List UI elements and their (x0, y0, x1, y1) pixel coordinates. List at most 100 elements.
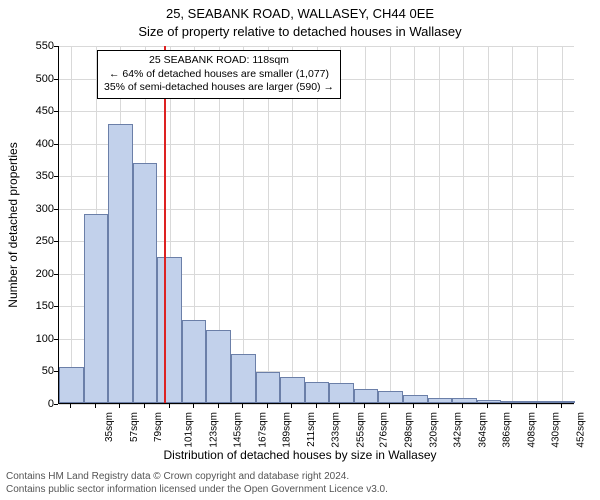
histogram-bar (452, 398, 477, 403)
ytick-label: 400 (14, 138, 54, 150)
ytick-label: 250 (14, 235, 54, 247)
gridline-v (268, 46, 269, 403)
x-axis-label: Distribution of detached houses by size … (0, 448, 600, 462)
xtick-label: 57sqm (129, 412, 140, 442)
ytick-mark (54, 241, 58, 242)
ytick-label: 500 (14, 73, 54, 85)
title-sub: Size of property relative to detached ho… (0, 24, 600, 39)
histogram-bar (133, 163, 158, 403)
ytick-mark (54, 404, 58, 405)
xtick-label: 189sqm (282, 412, 293, 448)
xtick-mark (389, 404, 390, 408)
histogram-bar (354, 389, 379, 403)
histogram-bar (428, 398, 453, 403)
gridline-v (512, 46, 513, 403)
gridline-v (390, 46, 391, 403)
ytick-mark (54, 306, 58, 307)
ytick-label: 550 (14, 40, 54, 52)
xtick-mark (413, 404, 414, 408)
xtick-label: 167sqm (257, 412, 268, 448)
histogram-bar (378, 391, 403, 403)
xtick-label: 408sqm (526, 412, 537, 448)
ytick-label: 50 (14, 365, 54, 377)
xtick-mark (487, 404, 488, 408)
chart-container: 25, SEABANK ROAD, WALLASEY, CH44 0EE Siz… (0, 0, 600, 500)
histogram-bar (59, 367, 84, 403)
xtick-mark (536, 404, 537, 408)
histogram-bar (231, 354, 256, 403)
histogram-bar (157, 257, 182, 403)
footer-attribution: Contains HM Land Registry data © Crown c… (6, 471, 594, 496)
xtick-mark (511, 404, 512, 408)
histogram-bar (403, 395, 428, 403)
xtick-label: 452sqm (576, 412, 587, 448)
gridline-v (71, 46, 72, 403)
xtick-label: 233sqm (331, 412, 342, 448)
ytick-mark (54, 79, 58, 80)
xtick-mark (561, 404, 562, 408)
xtick-mark (339, 404, 340, 408)
histogram-bar (108, 124, 133, 403)
xtick-label: 101sqm (184, 412, 195, 448)
xtick-mark (438, 404, 439, 408)
gridline-v (365, 46, 366, 403)
ytick-mark (54, 339, 58, 340)
y-axis-label: Number of detached properties (6, 142, 20, 307)
gridline-v (340, 46, 341, 403)
ytick-label: 150 (14, 300, 54, 312)
gridline-v (488, 46, 489, 403)
histogram-bar (280, 377, 305, 403)
footer-line1: Contains HM Land Registry data © Crown c… (6, 471, 594, 484)
xtick-label: 123sqm (208, 412, 219, 448)
xtick-mark (119, 404, 120, 408)
annotation-line1: 25 SEABANK ROAD: 118sqm (104, 54, 334, 68)
gridline-v (537, 46, 538, 403)
gridline-v (317, 46, 318, 403)
xtick-label: 386sqm (502, 412, 513, 448)
ytick-label: 200 (14, 268, 54, 280)
xtick-label: 255sqm (356, 412, 367, 448)
xtick-mark (267, 404, 268, 408)
ytick-mark (54, 144, 58, 145)
histogram-bar (256, 372, 281, 403)
xtick-label: 342sqm (453, 412, 464, 448)
ytick-mark (54, 209, 58, 210)
xtick-label: 298sqm (404, 412, 415, 448)
xtick-mark (218, 404, 219, 408)
xtick-mark (144, 404, 145, 408)
histogram-bar (305, 382, 330, 403)
xtick-label: 211sqm (306, 412, 317, 447)
xtick-label: 430sqm (551, 412, 562, 448)
gridline-v (439, 46, 440, 403)
footer-line2: Contains public sector information licen… (6, 484, 594, 497)
gridline-v (414, 46, 415, 403)
xtick-mark (291, 404, 292, 408)
ytick-label: 450 (14, 105, 54, 117)
xtick-mark (462, 404, 463, 408)
xtick-label: 276sqm (379, 412, 390, 448)
histogram-bar (526, 401, 551, 403)
xtick-mark (316, 404, 317, 408)
ytick-mark (54, 176, 58, 177)
gridline-v (562, 46, 563, 403)
ytick-mark (54, 111, 58, 112)
annotation-line2: ← 64% of detached houses are smaller (1,… (104, 68, 334, 82)
xtick-label: 79sqm (153, 412, 164, 442)
ytick-mark (54, 46, 58, 47)
ytick-label: 100 (14, 333, 54, 345)
annotation-box: 25 SEABANK ROAD: 118sqm← 64% of detached… (97, 50, 341, 99)
histogram-bar (182, 320, 207, 403)
xtick-mark (169, 404, 170, 408)
xtick-mark (70, 404, 71, 408)
gridline-v (463, 46, 464, 403)
xtick-mark (364, 404, 365, 408)
reference-line (164, 46, 166, 403)
gridline-v (243, 46, 244, 403)
xtick-label: 35sqm (104, 412, 115, 442)
plot-area: 25 SEABANK ROAD: 118sqm← 64% of detached… (58, 46, 574, 404)
histogram-bar (550, 401, 575, 403)
histogram-bar (477, 400, 502, 403)
annotation-line3: 35% of semi-detached houses are larger (… (104, 81, 334, 95)
histogram-bar (329, 383, 354, 403)
title-main: 25, SEABANK ROAD, WALLASEY, CH44 0EE (0, 6, 600, 21)
